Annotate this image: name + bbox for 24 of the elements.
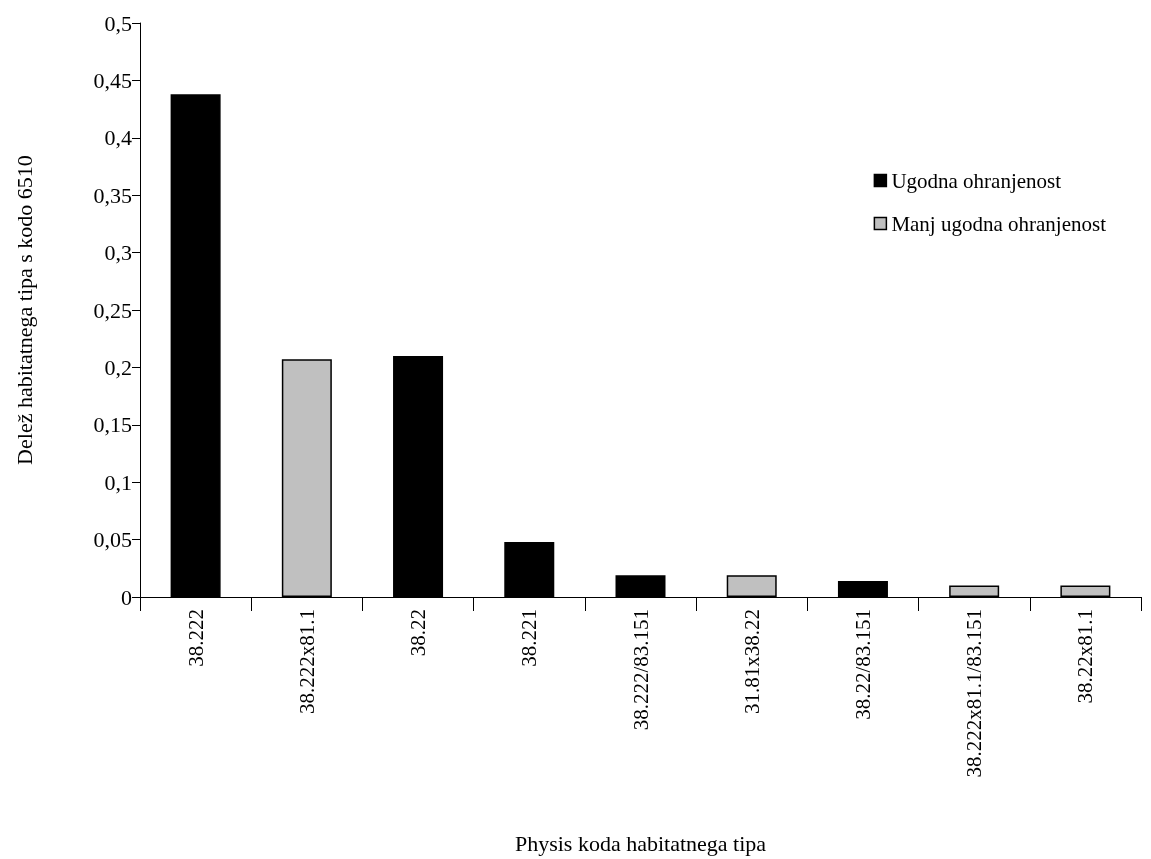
x-axis-title: Physis koda habitatnega tipa [514, 830, 767, 856]
x-tick-label: 38.222x81.1/83.151 [962, 609, 987, 778]
y-tick-label: 0,05 [93, 527, 132, 553]
y-tick-label: 0,25 [93, 297, 132, 323]
x-tick-label: 38.222x81.1 [294, 609, 319, 714]
y-tick-label: 0,35 [93, 182, 132, 208]
x-tick-label: 38.22x81.1 [1073, 609, 1098, 704]
y-tick-label: 0,3 [104, 240, 132, 266]
x-tick-label: 38.222 [183, 609, 208, 667]
y-tick-label: 0 [121, 584, 132, 610]
x-tick-label: 38.222/83.151 [628, 609, 653, 731]
y-tick-label: 0,1 [104, 469, 132, 495]
legend-label: Manj ugodna ohranjenost [891, 211, 1107, 236]
y-axis-title: Delež habitatnega tipa s kodo 6510 [11, 155, 37, 465]
x-tick-label: 38.22 [406, 609, 431, 657]
y-tick-label: 0,15 [93, 412, 132, 438]
y-tick-label: 0,5 [104, 10, 132, 36]
y-tick-label: 0,2 [104, 354, 132, 380]
y-tick-label: 0,4 [104, 125, 132, 151]
x-tick-label: 38.22/83.151 [850, 609, 875, 720]
x-tick-label: 38.221 [517, 609, 542, 667]
legend-label: Ugodna ohranjenost [891, 168, 1062, 193]
x-tick-label: 31.81x38.22 [739, 609, 764, 714]
y-tick-label: 0,45 [93, 67, 132, 93]
